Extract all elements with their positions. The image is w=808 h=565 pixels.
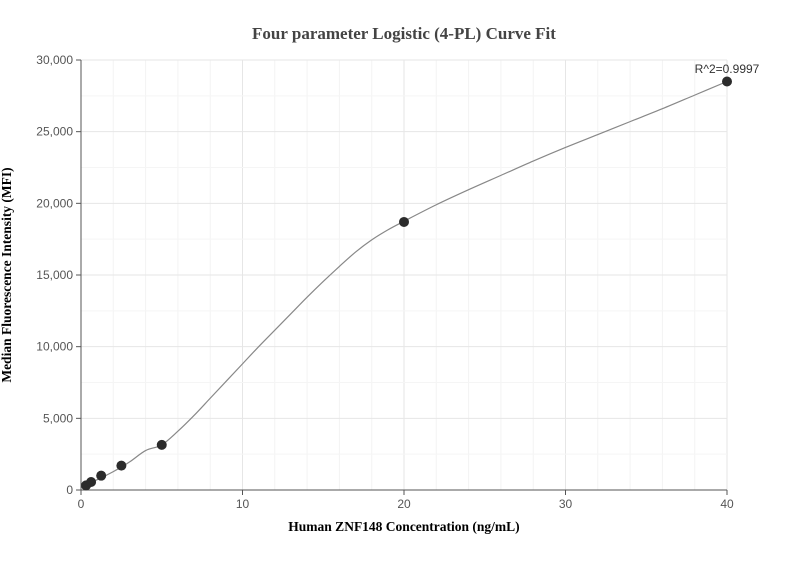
y-axis-title: Median Fluorescence Intensity (MFI) [0, 167, 14, 382]
data-point [86, 476, 97, 487]
y-tick-label: 20,000 [36, 196, 73, 210]
data-point [156, 439, 167, 450]
r-squared-annotation: R^2=0.9997 [695, 62, 760, 76]
text-layer: Four parameter Logistic (4-PL) Curve Fit… [0, 24, 760, 534]
y-tick-label: 10,000 [36, 340, 73, 354]
x-tick-label: 0 [78, 497, 85, 511]
fit-curve [80, 80, 728, 487]
axis-layer: 0 10 20 30 40 0 5,000 10,000 15,000 20,000 25,000 3… [36, 53, 734, 511]
y-tick-label: 15,000 [36, 268, 73, 282]
x-tick-label: 10 [236, 497, 250, 511]
x-tick-label: 20 [397, 497, 411, 511]
data-point [399, 216, 409, 227]
y-tick-label: 30,000 [36, 53, 73, 67]
x-tick-label: 40 [720, 497, 734, 511]
y-tick-label: 25,000 [36, 125, 73, 139]
points-layer [81, 76, 732, 491]
curve-layer [80, 80, 728, 487]
chart-title: Four parameter Logistic (4-PL) Curve Fit [252, 24, 556, 43]
y-tick-label: 0 [66, 483, 73, 497]
x-axis-title: Human ZNF148 Concentration (ng/mL) [288, 519, 519, 534]
y-tick-label: 5,000 [43, 411, 73, 425]
data-point [96, 470, 107, 481]
data-point [722, 76, 732, 87]
grid-layer [81, 59, 728, 490]
data-point [116, 460, 127, 471]
x-tick-label: 30 [559, 497, 573, 511]
